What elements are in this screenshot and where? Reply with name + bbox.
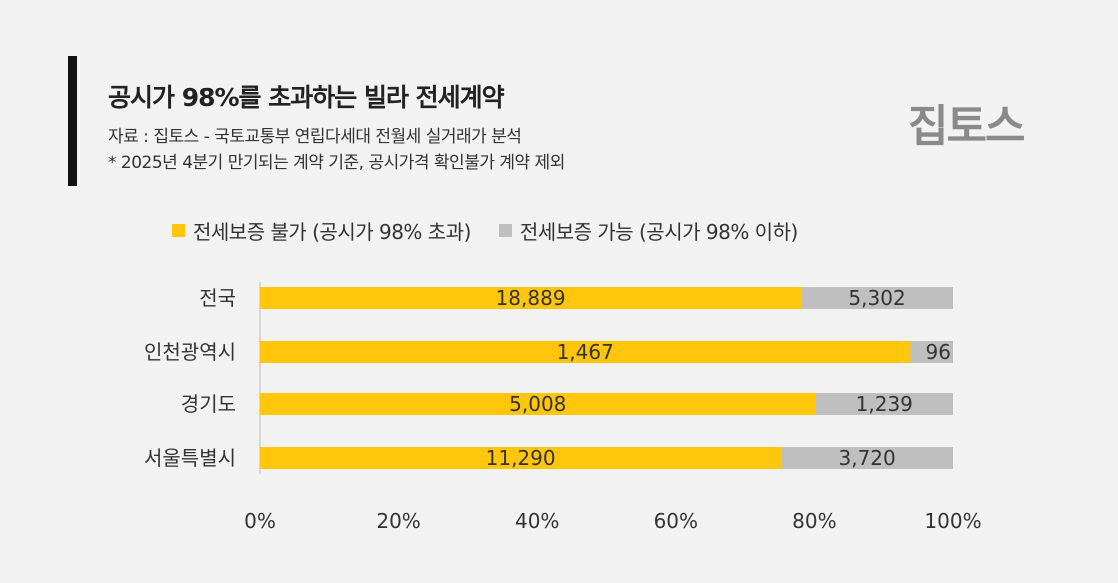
legend-swatch-0 [172,224,185,237]
data-label: 5,008 [509,392,566,416]
data-label: 1,239 [856,392,913,416]
bar-segment [815,393,953,415]
x-tick-label: 40% [515,509,559,533]
x-tick-label: 100% [924,509,981,533]
bar-segment [260,287,802,309]
x-tick-label: 0% [244,509,276,533]
data-label: 96 [926,340,951,364]
chart-title: 공시가 98%를 초과하는 빌라 전세계약 [108,83,505,112]
title-accent-bar [68,56,77,186]
x-tick-label: 60% [654,509,698,533]
legend: 전세보증 불가 (공시가 98% 초과) 전세보증 가능 (공시가 98% 이하… [172,216,798,245]
source-text: 자료 : 집토스 - 국토교통부 연립다세대 전월세 실거래가 분석 [108,127,522,147]
x-tick-label: 20% [376,509,420,533]
bar-segment [801,287,953,309]
note-text: * 2025년 4분기 만기되는 계약 기준, 공시가격 확인불가 계약 제외 [108,153,565,173]
bar-segment [260,341,911,363]
legend-label-1: 전세보증 가능 (공시가 98% 이하) [519,220,798,244]
bar-segment [910,341,953,363]
x-tick-label: 80% [792,509,836,533]
data-label: 18,889 [496,286,566,310]
data-label: 3,720 [838,446,895,470]
category-label: 인천광역시 [144,340,236,364]
bar-segment [260,393,816,415]
logo: 집토스 [908,101,1025,152]
data-label: 11,290 [486,446,556,470]
category-label: 경기도 [181,392,236,416]
category-label: 전국 [199,286,236,310]
legend-label-0: 전세보증 불가 (공시가 98% 초과) [193,220,471,244]
data-label: 1,467 [557,340,614,364]
bar-segment [781,447,953,469]
data-label: 5,302 [848,286,905,310]
bar-segment [260,447,782,469]
legend-swatch-1 [498,224,512,237]
category-label: 서울특별시 [144,446,236,470]
